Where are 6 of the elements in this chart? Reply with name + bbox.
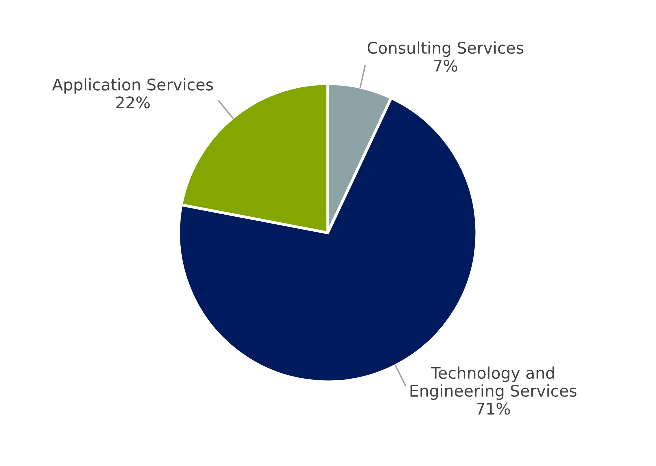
slice-label: Consulting Services: [368, 42, 524, 58]
slice-label: Technology and Engineering Services: [410, 366, 577, 400]
data-label: 22%: [116, 96, 150, 109]
data-label: 71%: [476, 402, 510, 415]
data-label: 7%: [434, 60, 458, 72]
slice-label: Application Services: [52, 78, 214, 94]
